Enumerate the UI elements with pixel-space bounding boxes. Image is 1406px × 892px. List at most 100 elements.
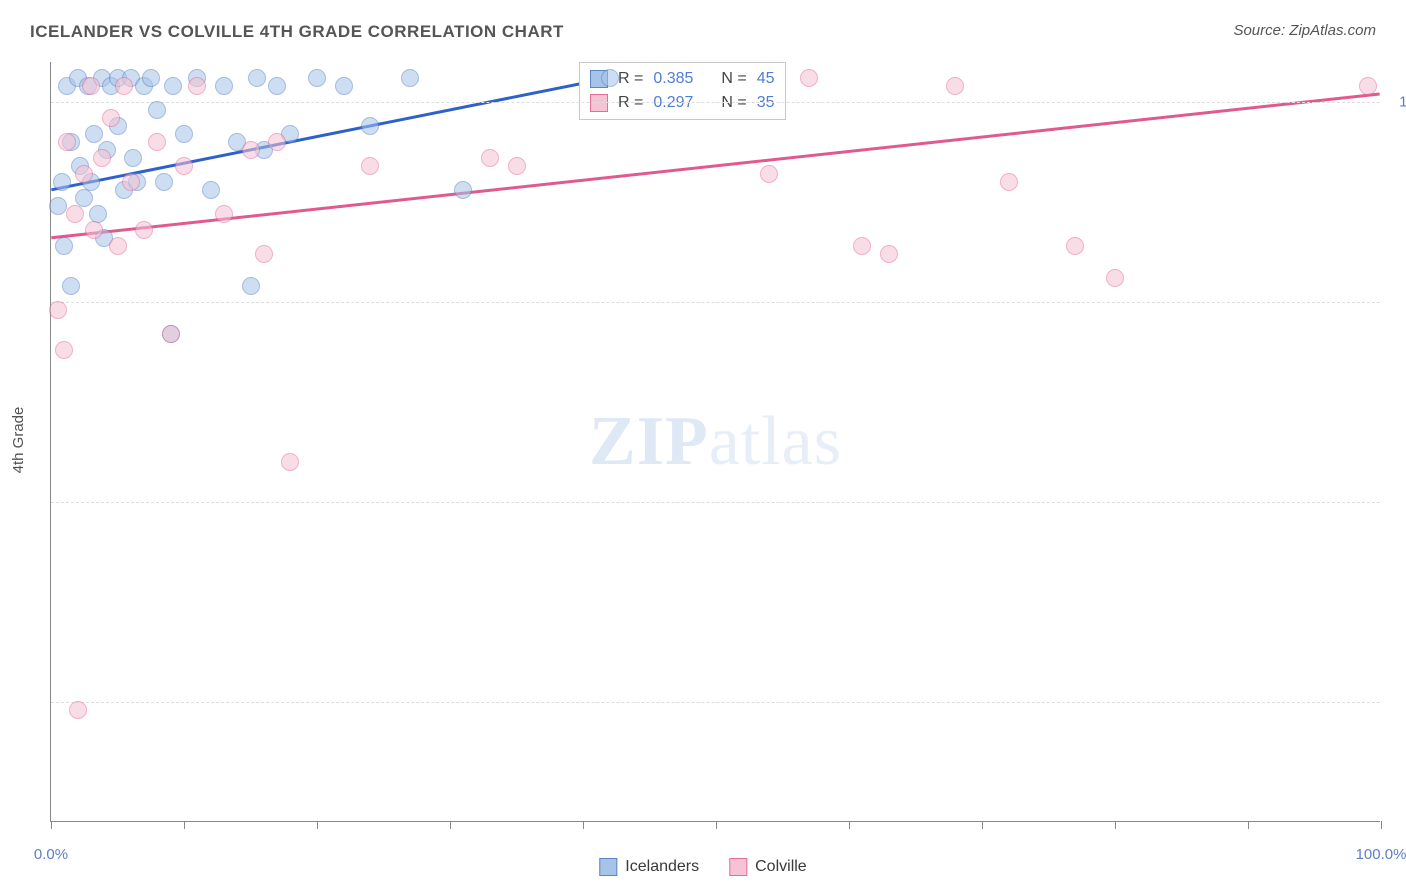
x-tick: [716, 821, 717, 829]
scatter-point: [124, 149, 142, 167]
scatter-point: [281, 453, 299, 471]
scatter-point: [66, 205, 84, 223]
legend-n-value: 35: [757, 94, 775, 112]
legend-r-label: R =: [618, 70, 643, 88]
y-tick-label: 100.0%: [1390, 94, 1406, 111]
legend-row: R =0.297N =35: [590, 91, 775, 115]
scatter-point: [361, 117, 379, 135]
y-gridline: [51, 102, 1380, 103]
scatter-point: [122, 173, 140, 191]
legend-swatch: [729, 858, 747, 876]
scatter-point: [242, 277, 260, 295]
scatter-point: [142, 69, 160, 87]
scatter-point: [1000, 173, 1018, 191]
scatter-point: [188, 77, 206, 95]
scatter-point: [1106, 269, 1124, 287]
legend-swatch: [590, 94, 608, 112]
scatter-point: [242, 141, 260, 159]
x-tick: [317, 821, 318, 829]
y-tick-label: 97.5%: [1390, 294, 1406, 311]
scatter-point: [1359, 77, 1377, 95]
scatter-point: [175, 157, 193, 175]
scatter-point: [69, 701, 87, 719]
scatter-point: [49, 301, 67, 319]
chart-plot-area: ZIPatlas R =0.385N =45R =0.297N =35 92.5…: [50, 62, 1380, 822]
scatter-point: [760, 165, 778, 183]
scatter-point: [148, 133, 166, 151]
scatter-point: [164, 77, 182, 95]
y-gridline: [51, 502, 1380, 503]
x-tick: [849, 821, 850, 829]
scatter-point: [853, 237, 871, 255]
scatter-point: [508, 157, 526, 175]
scatter-point: [215, 205, 233, 223]
legend-n-value: 45: [757, 70, 775, 88]
legend-r-label: R =: [618, 94, 643, 112]
scatter-point: [49, 197, 67, 215]
scatter-point: [102, 109, 120, 127]
scatter-point: [481, 149, 499, 167]
x-tick: [1248, 821, 1249, 829]
legend-series-label: Icelanders: [625, 858, 699, 876]
x-tick: [1381, 821, 1382, 829]
y-tick-label: 92.5%: [1390, 694, 1406, 711]
x-tick: [1115, 821, 1116, 829]
scatter-point: [255, 245, 273, 263]
scatter-point: [62, 277, 80, 295]
legend-bottom-item: Icelanders: [599, 858, 699, 876]
scatter-point: [454, 181, 472, 199]
scatter-point: [75, 165, 93, 183]
x-tick: [184, 821, 185, 829]
y-gridline: [51, 302, 1380, 303]
scatter-point: [308, 69, 326, 87]
scatter-point: [135, 221, 153, 239]
scatter-point: [880, 245, 898, 263]
scatter-point: [215, 77, 233, 95]
scatter-point: [148, 101, 166, 119]
legend-r-value: 0.385: [653, 70, 693, 88]
scatter-point: [202, 181, 220, 199]
watermark-atlas: atlas: [709, 403, 842, 480]
scatter-point: [155, 173, 173, 191]
scatter-point: [268, 77, 286, 95]
scatter-point: [268, 133, 286, 151]
scatter-point: [58, 133, 76, 151]
scatter-point: [82, 77, 100, 95]
x-tick-label: 0.0%: [34, 846, 68, 863]
x-tick-label: 100.0%: [1356, 846, 1406, 863]
legend-bottom-item: Colville: [729, 858, 807, 876]
y-gridline: [51, 702, 1380, 703]
y-axis-label: 4th Grade: [10, 407, 27, 474]
scatter-point: [800, 69, 818, 87]
source-attribution: Source: ZipAtlas.com: [1233, 22, 1376, 39]
scatter-point: [162, 325, 180, 343]
legend-swatch: [599, 858, 617, 876]
legend-series-label: Colville: [755, 858, 807, 876]
scatter-point: [946, 77, 964, 95]
scatter-point: [248, 69, 266, 87]
trend-lines-layer: [51, 62, 1380, 821]
watermark-zip: ZIP: [589, 403, 709, 480]
scatter-point: [601, 69, 619, 87]
x-tick: [450, 821, 451, 829]
chart-title: ICELANDER VS COLVILLE 4TH GRADE CORRELAT…: [30, 22, 564, 42]
x-tick: [982, 821, 983, 829]
legend-n-label: N =: [721, 70, 746, 88]
scatter-point: [115, 77, 133, 95]
scatter-point: [85, 221, 103, 239]
scatter-point: [109, 237, 127, 255]
watermark: ZIPatlas: [589, 402, 842, 482]
scatter-point: [175, 125, 193, 143]
scatter-point: [361, 157, 379, 175]
y-tick-label: 95.0%: [1390, 494, 1406, 511]
scatter-point: [53, 173, 71, 191]
scatter-point: [401, 69, 419, 87]
scatter-point: [93, 149, 111, 167]
scatter-point: [1066, 237, 1084, 255]
legend-r-value: 0.297: [653, 94, 693, 112]
scatter-point: [55, 237, 73, 255]
x-tick: [583, 821, 584, 829]
scatter-point: [55, 341, 73, 359]
x-tick: [51, 821, 52, 829]
scatter-point: [335, 77, 353, 95]
